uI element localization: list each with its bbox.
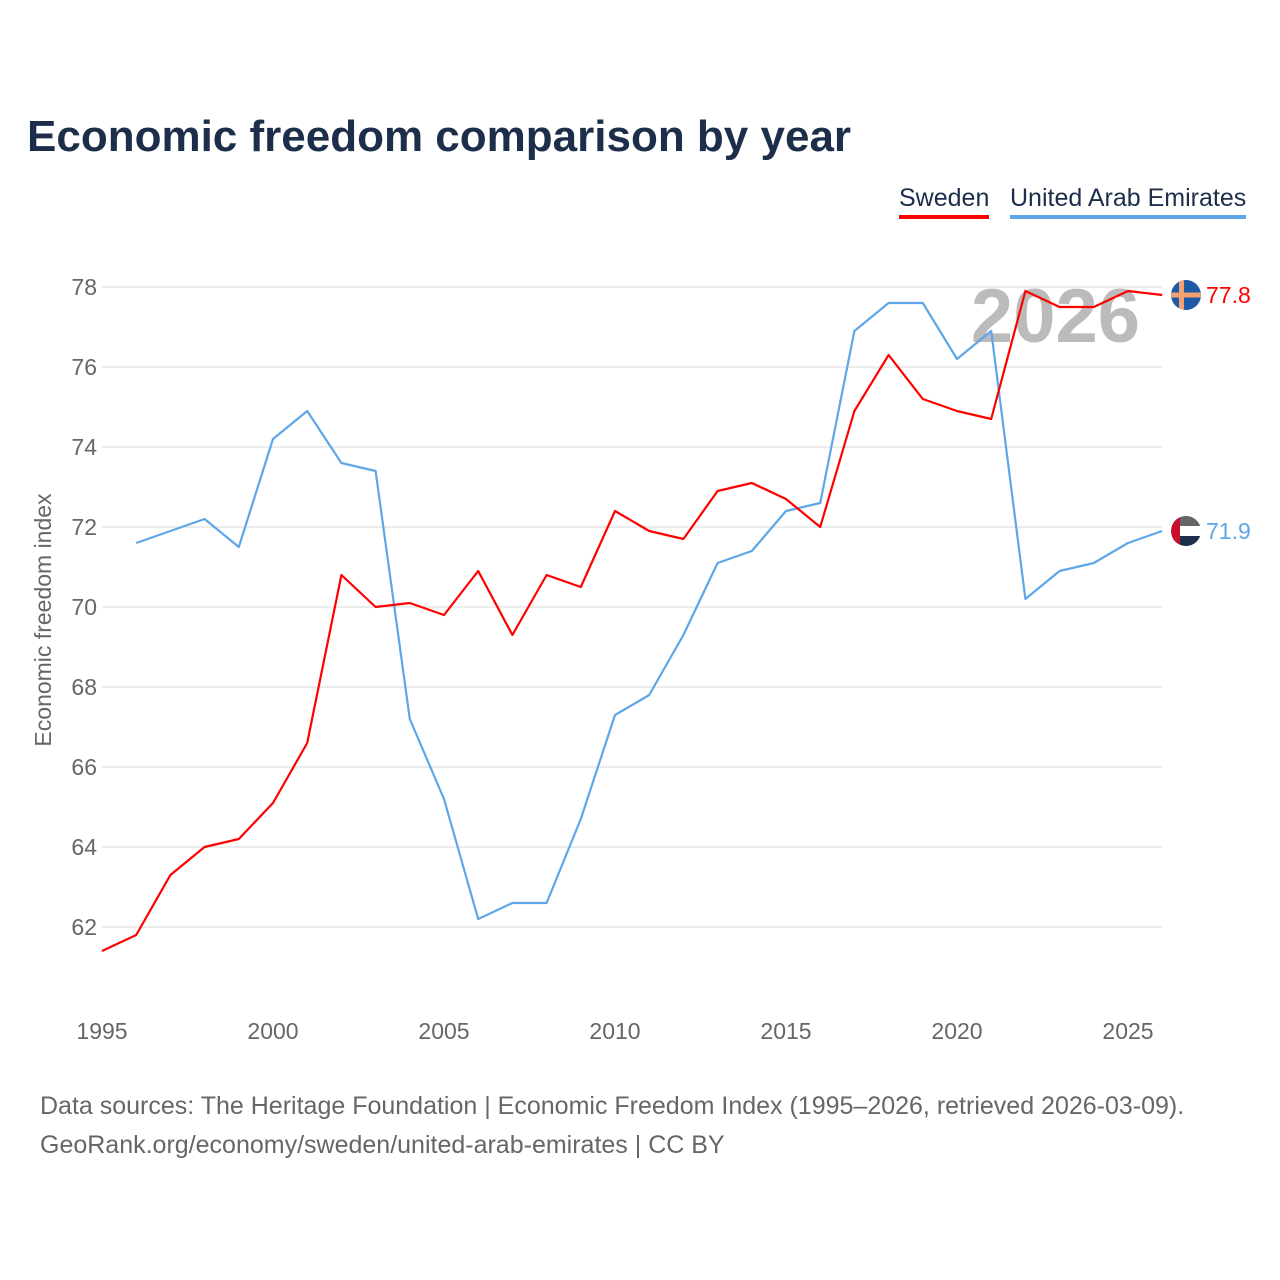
legend-sweden[interactable]: Sweden (899, 184, 990, 219)
end-value-label: 77.8 (1206, 282, 1251, 308)
chart-title: Economic freedom comparison by year (27, 112, 852, 161)
flag-cross-h (1171, 292, 1201, 298)
footer-link[interactable]: GeoRank.org/economy/sweden/united-arab-e… (40, 1131, 725, 1159)
footer: Data sources: The Heritage Foundation | … (40, 1087, 1184, 1165)
y-tick-label: 68 (71, 674, 97, 700)
y-tick-label: 66 (71, 754, 97, 780)
y-tick-label: 62 (71, 914, 97, 940)
y-tick-label: 78 (71, 274, 97, 300)
year-watermark: 2026 (971, 274, 1140, 359)
sweden-flag-icon (1171, 280, 1201, 310)
x-tick-label: 2015 (760, 1018, 811, 1044)
x-tick-label: 1995 (76, 1018, 127, 1044)
series-line-uae (135, 301, 1163, 921)
x-tick-label: 2025 (1102, 1018, 1153, 1044)
legend-uae[interactable]: United Arab Emirates (1010, 184, 1247, 219)
y-axis-label: Economic freedom index (30, 493, 56, 747)
y-tick-label: 70 (71, 594, 97, 620)
y-tick-label: 76 (71, 354, 97, 380)
series-line-sweden (101, 289, 1163, 952)
flag-stripe (1171, 526, 1201, 536)
uae-flag-icon (1171, 516, 1201, 546)
y-tick-label: 74 (71, 434, 97, 460)
y-tick-label: 72 (71, 514, 97, 540)
y-tick-label: 64 (71, 834, 97, 860)
flag (1171, 516, 1201, 546)
x-tick-label: 2020 (931, 1018, 982, 1044)
flag-stripe (1171, 536, 1201, 546)
flag (1171, 280, 1201, 310)
x-tick-label: 2005 (418, 1018, 469, 1044)
x-tick-label: 2000 (247, 1018, 298, 1044)
x-tick-label: 2010 (589, 1018, 640, 1044)
footer-sources: Data sources: The Heritage Foundation | … (40, 1092, 1185, 1120)
end-value-label: 71.9 (1206, 518, 1251, 544)
flag-band (1171, 516, 1180, 546)
flag-stripe (1171, 516, 1201, 526)
